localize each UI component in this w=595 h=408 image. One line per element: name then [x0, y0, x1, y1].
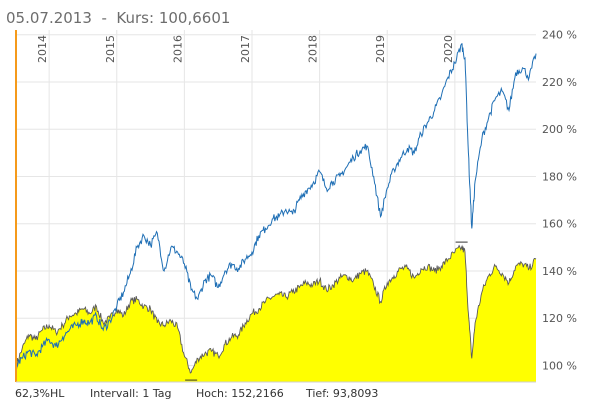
x-tick-label: 2015: [104, 35, 117, 63]
y-tick-label: 120 %: [542, 312, 577, 325]
header-date: 05.07.2013: [6, 9, 92, 27]
y-tick-label: 240 %: [542, 29, 577, 42]
chart-footer: 62,3%HL Intervall: 1 Tag Hoch: 152,2166 …: [0, 383, 595, 405]
x-tick-label: 2016: [171, 35, 184, 63]
x-tick-label: 2014: [36, 35, 49, 63]
y-tick-label: 220 %: [542, 76, 577, 89]
area-series-fill: [16, 245, 536, 382]
footer-low: Tief: 93,8093: [306, 387, 379, 400]
chart-header: 05.07.2013 - Kurs: 100,6601: [0, 0, 595, 30]
area-series-line: [15, 244, 537, 374]
footer-high: Hoch: 152,2166: [196, 387, 284, 400]
header-readout: 05.07.2013 - Kurs: 100,6601: [6, 9, 230, 27]
y-tick-label: 140 %: [542, 265, 577, 278]
blue-series-line: [15, 43, 537, 368]
y-tick-label: 200 %: [542, 123, 577, 136]
header-price-value: 100,6601: [158, 9, 231, 27]
header-separator: -: [101, 9, 107, 27]
footer-hl: 62,3%HL: [15, 387, 65, 400]
x-tick-label: 2018: [307, 35, 320, 63]
y-tick-label: 180 %: [542, 170, 577, 183]
y-tick-label: 160 %: [542, 218, 577, 231]
x-tick-label: 2020: [442, 35, 455, 63]
header-price-label: Kurs:: [116, 9, 155, 27]
y-tick-label: 100 %: [542, 359, 577, 372]
x-tick-label: 2017: [239, 35, 252, 63]
x-tick-label: 2019: [374, 35, 387, 63]
footer-interval: Intervall: 1 Tag: [90, 387, 172, 400]
